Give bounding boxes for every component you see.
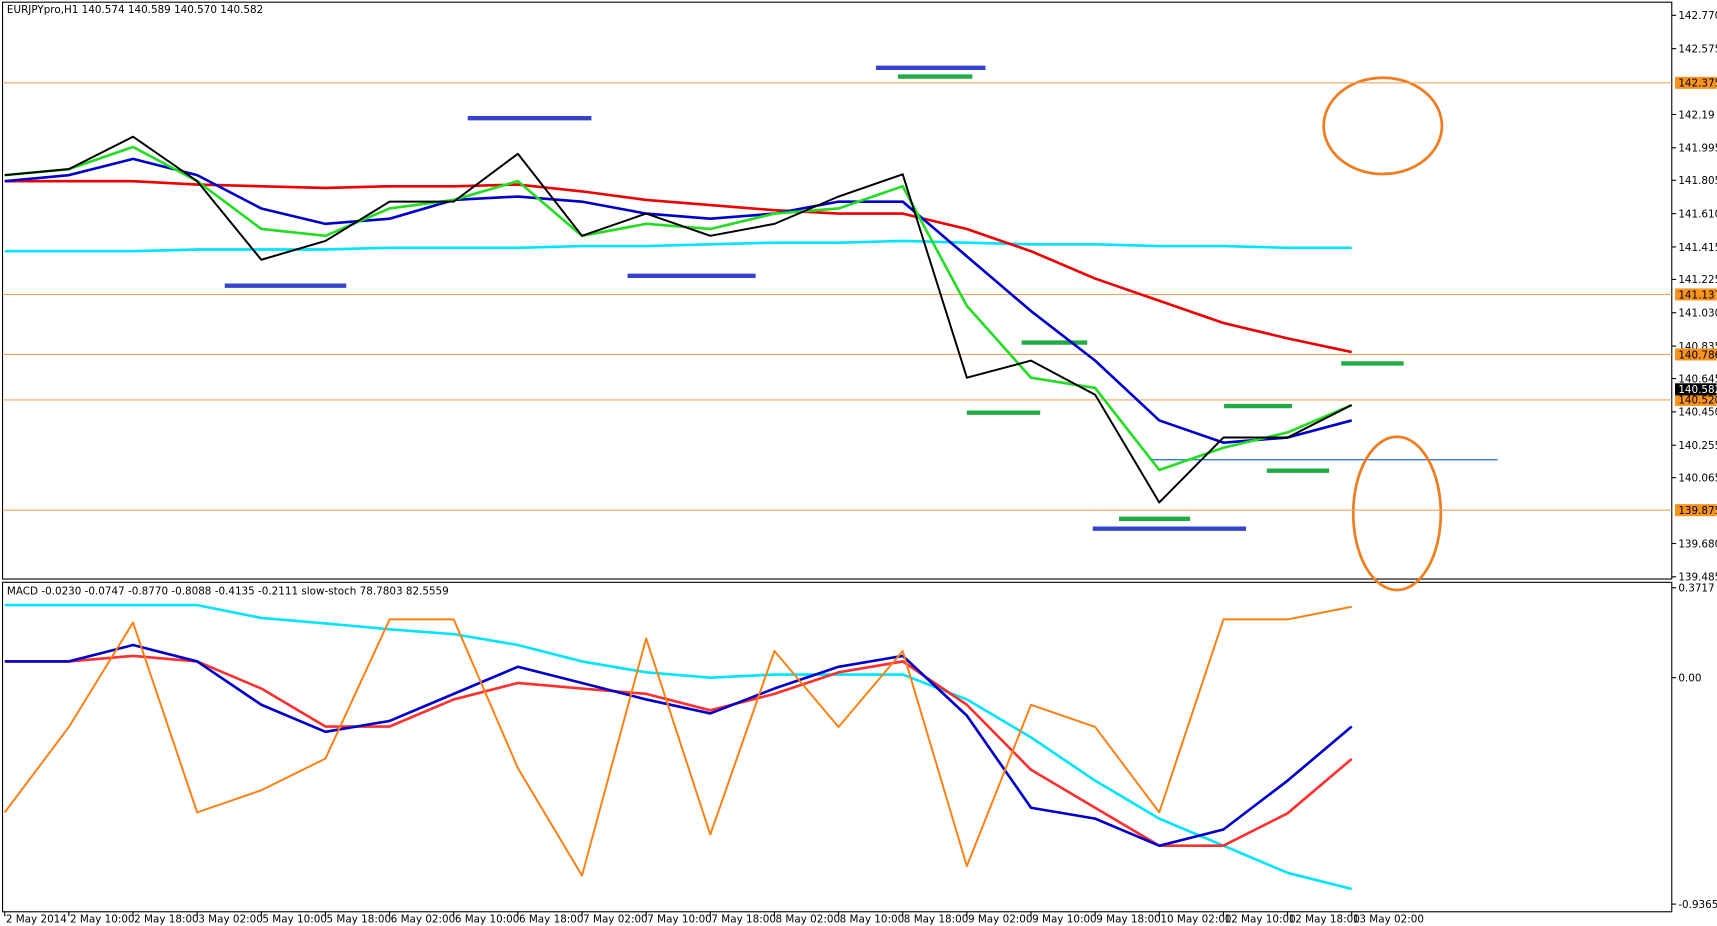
x-tick-label: 2 May 2014 bbox=[6, 914, 67, 926]
x-tick-label: 9 May 10:00 bbox=[1032, 914, 1097, 926]
y-tick-label: 139.680 bbox=[1678, 538, 1717, 550]
level-box bbox=[1675, 288, 1717, 301]
x-tick-label: 7 May 02:00 bbox=[583, 914, 648, 926]
level-box bbox=[1675, 348, 1717, 361]
price-panel bbox=[2, 1, 1673, 580]
y-tick-label: 139.485 bbox=[1678, 572, 1717, 584]
series-line bbox=[4, 654, 1353, 848]
x-tick-label: 8 May 18:00 bbox=[904, 914, 969, 926]
level-label: 141.137 bbox=[1678, 289, 1717, 301]
x-tick-label: 6 May 10:00 bbox=[455, 914, 520, 926]
y-tick-label: 140.255 bbox=[1678, 440, 1717, 452]
y-tick-label: 141.805 bbox=[1678, 175, 1717, 187]
level-label: 140.786 bbox=[1678, 349, 1717, 361]
price-title: EURJPYpro,H1 140.574 140.589 140.570 140… bbox=[7, 4, 263, 16]
y-tick-label: 142.19 bbox=[1678, 109, 1714, 121]
annotations bbox=[224, 65, 1498, 592]
y-tick-label: 141.225 bbox=[1678, 274, 1717, 286]
x-tick-label: 6 May 02:00 bbox=[391, 914, 456, 926]
x-tick-label: 10 May 02:00 bbox=[1160, 914, 1231, 926]
series-line bbox=[4, 157, 1353, 444]
y-tick-label: -0.9365 bbox=[1678, 899, 1717, 911]
level-label: 142.375 bbox=[1678, 78, 1717, 90]
x-tick-label: 12 May 18:00 bbox=[1289, 914, 1360, 926]
y-tick-label: 141.995 bbox=[1678, 143, 1717, 155]
series-line bbox=[4, 603, 1353, 891]
x-tick-label: 6 May 18:00 bbox=[519, 914, 584, 926]
x-tick-label: 8 May 10:00 bbox=[840, 914, 905, 926]
y-tick-label: 140.645 bbox=[1678, 373, 1717, 385]
x-tick-label: 8 May 02:00 bbox=[776, 914, 841, 926]
y-tick-label: 0.3717 bbox=[1678, 583, 1714, 595]
level-label: 140.520 bbox=[1678, 395, 1717, 407]
x-tick-label: 3 May 02:00 bbox=[198, 914, 263, 926]
x-tick-label: 7 May 18:00 bbox=[711, 914, 776, 926]
series-line bbox=[3, 605, 1352, 877]
y-tick-label: 0.00 bbox=[1678, 672, 1701, 684]
x-tick-label: 12 May 10:00 bbox=[1225, 914, 1296, 926]
y-tick-label: 141.415 bbox=[1678, 242, 1717, 254]
x-tick-label: 13 May 02:00 bbox=[1353, 914, 1424, 926]
x-tick-label: 9 May 02:00 bbox=[968, 914, 1033, 926]
indicator-title: MACD -0.0230 -0.0747 -0.8770 -0.8088 -0.… bbox=[7, 585, 449, 597]
y-tick-label: 140.065 bbox=[1678, 473, 1717, 485]
y-tick-label: 140.450 bbox=[1678, 407, 1717, 419]
x-tick-label: 2 May 10:00 bbox=[70, 914, 135, 926]
series-line bbox=[4, 179, 1352, 354]
series-line bbox=[4, 239, 1352, 253]
level-box bbox=[1675, 76, 1717, 89]
x-tick-label: 7 May 10:00 bbox=[647, 914, 712, 926]
series-line bbox=[4, 145, 1353, 472]
indicator-panel bbox=[2, 581, 1673, 913]
y-tick-label: 142.575 bbox=[1678, 43, 1717, 55]
x-tick-label: 5 May 18:00 bbox=[327, 914, 392, 926]
x-tick-label: 9 May 18:00 bbox=[1096, 914, 1161, 926]
last-price-box bbox=[1675, 383, 1717, 396]
series-line bbox=[4, 135, 1353, 504]
last-price-label: 140.582 bbox=[1678, 384, 1717, 396]
y-tick-label: 142.770 bbox=[1678, 10, 1717, 22]
highlight-circle bbox=[1351, 435, 1443, 592]
level-label: 139.875 bbox=[1678, 505, 1717, 517]
level-box bbox=[1675, 393, 1717, 406]
x-tick-label: 5 May 10:00 bbox=[262, 914, 327, 926]
level-box bbox=[1675, 504, 1717, 517]
y-tick-label: 141.030 bbox=[1678, 308, 1717, 320]
x-tick-label: 2 May 18:00 bbox=[134, 914, 199, 926]
series-line bbox=[4, 643, 1353, 848]
y-tick-label: 141.610 bbox=[1678, 208, 1717, 220]
highlight-circle bbox=[1322, 76, 1444, 176]
